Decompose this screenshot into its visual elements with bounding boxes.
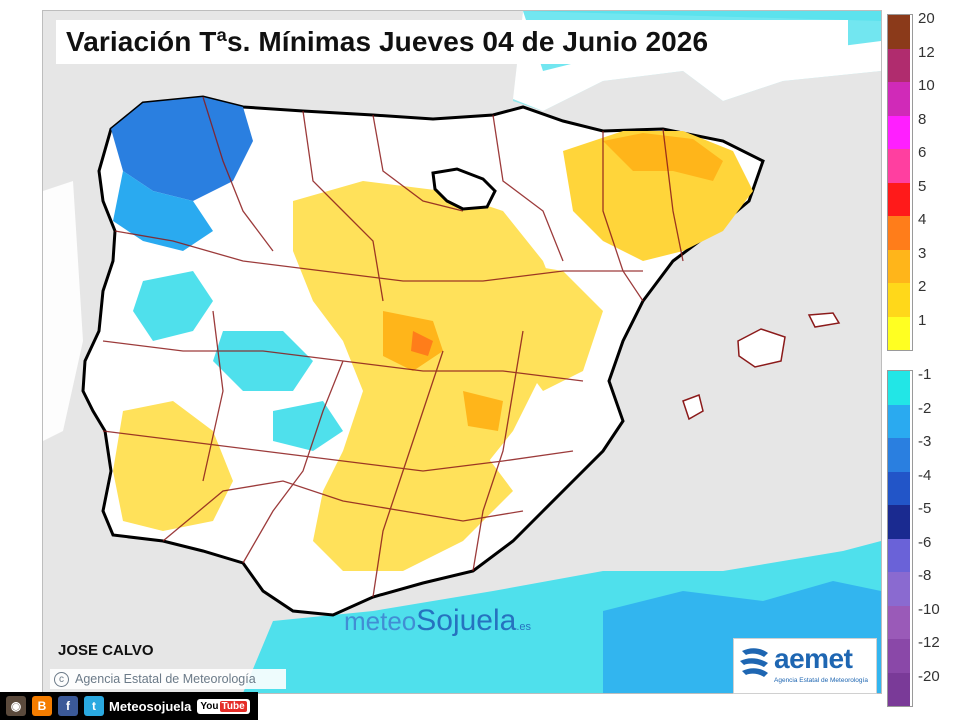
warm-south — [313, 441, 513, 571]
map-svg — [43, 11, 881, 693]
page-title: Variación Tªs. Mínimas Jueves 04 de Juni… — [66, 26, 709, 57]
legend-positive-bar — [887, 14, 913, 351]
legend-label: -2 — [918, 399, 932, 417]
youtube-icon[interactable]: You Tube — [197, 698, 250, 714]
title-banner: Variación Tªs. Mínimas Jueves 04 de Juni… — [56, 20, 848, 64]
la-rioja-outline — [431, 167, 497, 211]
aemet-emblem-icon — [740, 648, 768, 677]
legend-swatch — [888, 249, 910, 283]
island-ibiza — [682, 394, 704, 421]
legend-label: 10 — [918, 77, 935, 94]
legend-label: -3 — [918, 433, 932, 450]
legend-label: -20 — [918, 667, 940, 685]
legend-label: -1 — [918, 366, 932, 383]
legend-negative-bar — [887, 370, 913, 707]
legend-label: -12 — [918, 634, 940, 651]
facebook-icon[interactable]: f — [58, 696, 78, 716]
legend-label: -4 — [918, 466, 932, 484]
legend-swatch — [888, 471, 910, 505]
legend-swatch — [888, 283, 910, 317]
temperature-map — [42, 10, 882, 694]
watermark-part1: meteo — [344, 606, 417, 636]
legend-swatch — [888, 182, 910, 216]
copyright-icon: c — [54, 671, 69, 687]
aemet-logo: aemet Agencia Estatal de Meteorología — [733, 638, 877, 694]
cold-galicia — [111, 97, 253, 201]
legend-label: 12 — [918, 43, 935, 61]
watermark-part3: .es — [516, 621, 532, 633]
legend-label: 5 — [918, 177, 927, 195]
legend-label: -10 — [918, 600, 940, 618]
twitter-icon[interactable]: t — [84, 696, 104, 716]
legend-swatch — [888, 572, 910, 606]
warm-northeast-strong — [603, 133, 723, 181]
province-borders — [102, 96, 684, 598]
aemet-wordmark: aemet — [774, 643, 853, 674]
warm-core-hot — [411, 331, 433, 356]
social-handle[interactable]: Meteosojuela — [109, 698, 192, 714]
blogger-icon[interactable]: B — [32, 696, 52, 716]
warm-southwest — [113, 401, 233, 531]
color-legend: 20 12 10 8 6 5 4 3 2 1 -1 -2 -3 -4 -5 -6 -8 -10 -12 -20 — [884, 10, 954, 707]
legend-swatch — [888, 639, 910, 673]
social-bar: ◉ B f t Meteosojuela You Tube — [0, 692, 258, 720]
island-mallorca — [737, 328, 786, 368]
cold-galicia-light — [113, 171, 213, 251]
meteosojuela-watermark: meteoSojuela.es — [344, 604, 531, 638]
legend-swatch — [888, 82, 910, 116]
legend-swatch — [888, 672, 910, 706]
legend-label: -6 — [918, 533, 932, 551]
legend-label: 3 — [918, 244, 927, 262]
aemet-subtitle: Agencia Estatal de Meteorología — [774, 677, 868, 684]
legend-swatch — [888, 605, 910, 639]
legend-swatch — [888, 216, 910, 250]
legend-label: 1 — [918, 311, 927, 329]
copyright-text: Agencia Estatal de Meteorología — [75, 672, 256, 686]
cold-west — [133, 271, 213, 341]
legend-swatch — [888, 371, 910, 405]
watermark-part2: Sojuela — [416, 604, 517, 637]
warm-east — [503, 261, 603, 391]
legend-label: -8 — [918, 567, 932, 584]
legend-label: 6 — [918, 144, 927, 161]
legend-swatch — [888, 505, 910, 539]
author-label: JOSE CALVO — [58, 642, 154, 659]
legend-label: 4 — [918, 211, 927, 228]
legend-swatch — [888, 115, 910, 149]
legend-label: -5 — [918, 500, 932, 517]
legend-swatch — [888, 316, 910, 350]
cold-center — [273, 401, 343, 451]
legend-swatch — [888, 149, 910, 183]
legend-label: 2 — [918, 278, 927, 295]
island-menorca — [807, 312, 841, 328]
legend-swatch — [888, 538, 910, 572]
legend-swatch — [888, 438, 910, 472]
cold-extremadura — [213, 331, 313, 391]
instagram-icon[interactable]: ◉ — [6, 696, 26, 716]
legend-swatch — [888, 15, 910, 49]
legend-label: 8 — [918, 110, 927, 128]
copyright-notice: c Agencia Estatal de Meteorología — [50, 669, 286, 689]
warm-core-southeast — [463, 391, 503, 431]
legend-label: 20 — [918, 10, 935, 27]
legend-swatch — [888, 404, 910, 438]
sea-anomaly-west — [43, 181, 83, 441]
legend-swatch — [888, 48, 910, 82]
